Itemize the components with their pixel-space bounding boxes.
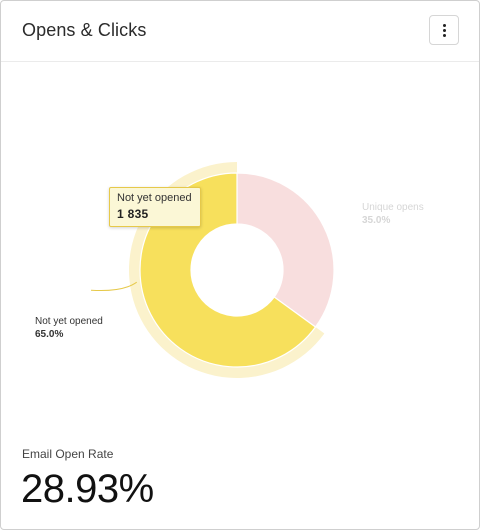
slice-label-name: Unique opens bbox=[362, 202, 424, 213]
slice-label-unique-opens: Unique opens 35.0% bbox=[362, 201, 424, 227]
options-menu-button[interactable] bbox=[429, 15, 459, 45]
email-open-rate-value: 28.93% bbox=[21, 467, 154, 511]
leader-line-not-yet-opened bbox=[90, 281, 138, 292]
slice-label-not-yet-opened: Not yet opened 65.0% bbox=[35, 315, 103, 341]
donut-chart-svg bbox=[90, 162, 335, 378]
slice-unique-opens[interactable] bbox=[236, 172, 335, 328]
card-header: Opens & Clicks bbox=[1, 1, 479, 62]
tooltip-label: Not yet opened bbox=[117, 192, 192, 204]
tooltip-value: 1 835 bbox=[117, 207, 149, 221]
donut-chart: Not yet opened 1 835 Not yet opened 65.0… bbox=[1, 63, 479, 433]
chart-tooltip: Not yet opened 1 835 bbox=[109, 187, 201, 227]
slice-label-name: Not yet opened bbox=[35, 316, 103, 327]
email-open-rate-label: Email Open Rate bbox=[22, 447, 114, 461]
slice-label-percent: 35.0% bbox=[362, 215, 391, 226]
kebab-menu-icon bbox=[442, 23, 446, 37]
card-title: Opens & Clicks bbox=[22, 20, 147, 40]
slice-label-percent: 65.0% bbox=[35, 329, 64, 340]
